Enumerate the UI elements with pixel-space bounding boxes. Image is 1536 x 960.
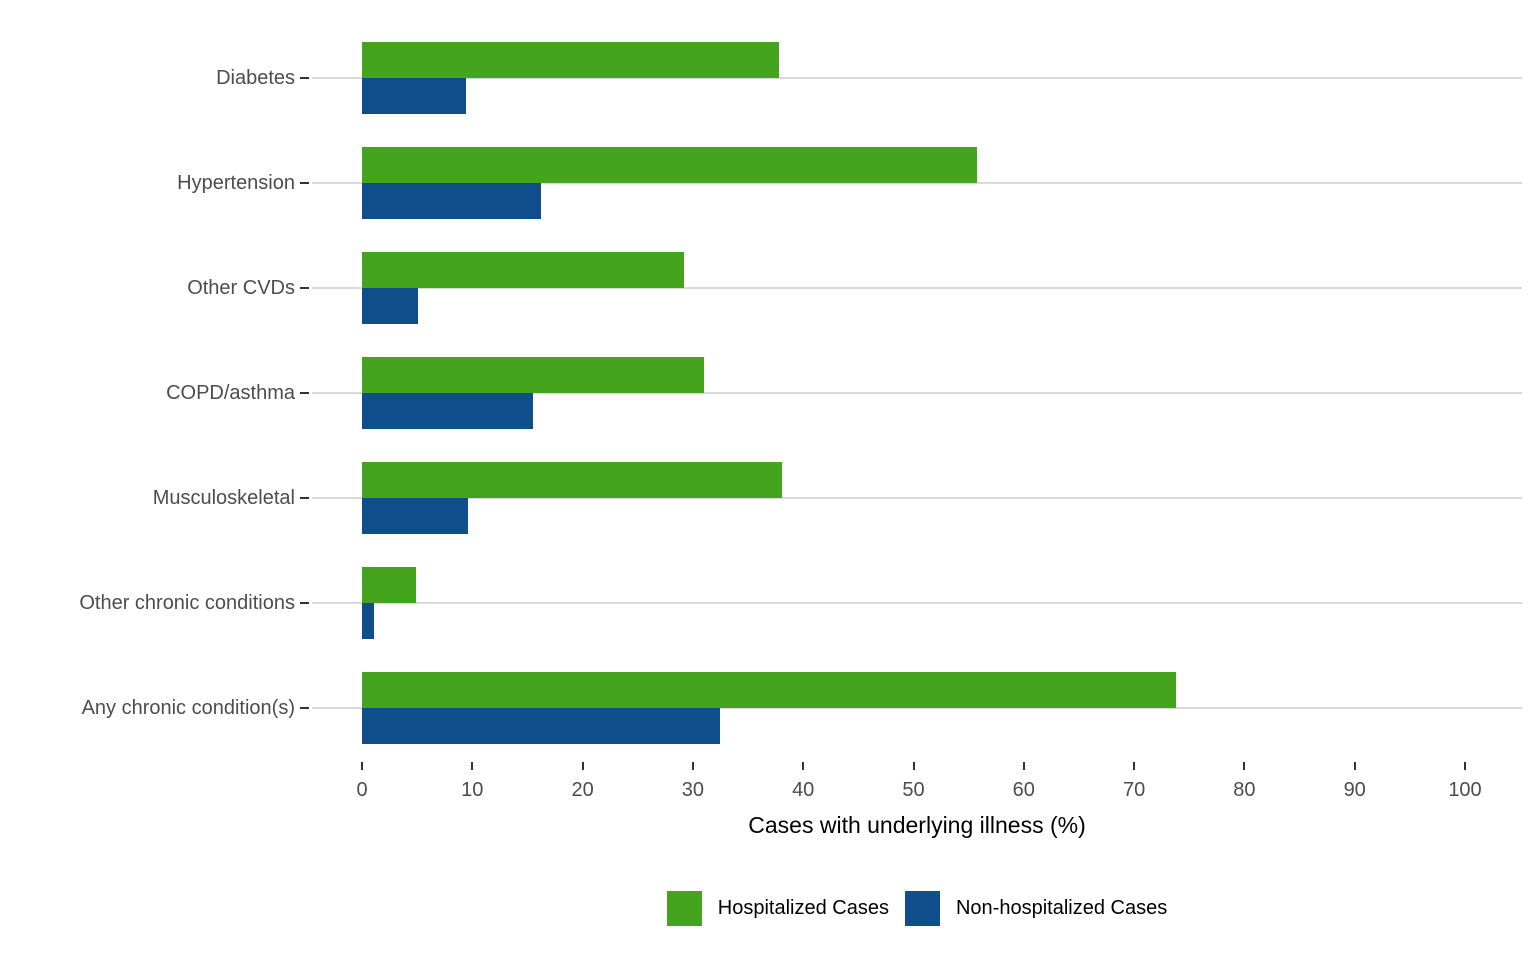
category-gridline (312, 286, 1522, 289)
x-tick-label: 20 (571, 779, 594, 801)
x-axis-tick (361, 762, 363, 770)
legend-item-non-hospitalized: Non-hospitalized Cases (904, 890, 1168, 926)
bar-non-hospitalized (362, 182, 541, 219)
category-label: Other CVDs (187, 276, 295, 299)
category-gridline (312, 496, 1522, 499)
x-axis-tick (1022, 762, 1025, 770)
bar-hospitalized (362, 461, 782, 498)
x-axis-title: Cases with underlying illness (%) (748, 812, 1086, 838)
y-axis-tick (300, 601, 309, 604)
legend-item-hospitalized: Hospitalized Cases (666, 890, 889, 926)
x-axis-tick (471, 762, 474, 770)
x-tick-label: 100 (1448, 779, 1482, 801)
legend-swatch-non-hospitalized (904, 890, 940, 926)
x-axis-tick (1243, 762, 1246, 770)
y-axis-tick (300, 76, 309, 79)
y-axis-tick (300, 286, 309, 289)
legend: Hospitalized Cases Non-hospitalized Case… (312, 886, 1522, 930)
bar-hospitalized (362, 566, 416, 603)
x-axis-tick (1133, 762, 1136, 770)
y-axis-tick (300, 496, 309, 499)
category-gridline (312, 181, 1522, 184)
x-tick-label: 70 (1122, 779, 1146, 801)
category-label: Other chronic conditions (79, 591, 295, 614)
category-label: Musculoskeletal (152, 486, 295, 509)
category-gridline (312, 706, 1522, 709)
x-axis-tick (1464, 762, 1466, 770)
bar-hospitalized (362, 671, 1176, 708)
y-axis-tick (300, 706, 309, 709)
category-label: Any chronic condition(s) (81, 696, 295, 719)
x-axis-tick (581, 762, 584, 770)
bar-hospitalized (362, 356, 704, 393)
x-tick-label: 80 (1233, 779, 1256, 801)
legend-swatch-hospitalized (666, 890, 702, 926)
x-tick-label: 0 (356, 779, 368, 801)
category-gridline (312, 76, 1522, 79)
bar-non-hospitalized (362, 497, 468, 534)
bar-hospitalized (362, 251, 684, 288)
legend-label-non-hospitalized: Non-hospitalized Cases (955, 896, 1168, 919)
x-tick-label: 10 (461, 779, 484, 801)
x-axis-tick (691, 762, 694, 770)
bar-non-hospitalized (362, 602, 374, 639)
bar-hospitalized (362, 41, 779, 78)
legend-label-hospitalized: Hospitalized Cases (717, 896, 889, 919)
y-axis-tick (300, 391, 309, 394)
category-label: Diabetes (216, 66, 295, 89)
x-axis-tick (1353, 762, 1356, 770)
category-label: Hypertension (177, 171, 295, 194)
x-tick-label: 30 (681, 779, 705, 801)
bar-non-hospitalized (362, 707, 720, 744)
category-gridline (312, 601, 1522, 604)
category-gridline (312, 391, 1522, 394)
y-axis-tick (300, 181, 309, 184)
x-tick-label: 50 (902, 779, 925, 801)
x-tick-label: 40 (792, 779, 815, 801)
bar-non-hospitalized (362, 287, 418, 324)
x-tick-label: 60 (1012, 779, 1035, 801)
bar-non-hospitalized (362, 392, 533, 429)
category-label: COPD/asthma (166, 381, 295, 404)
x-axis-tick (912, 762, 915, 770)
x-tick-label: 90 (1343, 779, 1366, 801)
x-axis-tick (802, 762, 805, 770)
bar-hospitalized (362, 146, 977, 183)
bar-non-hospitalized (362, 77, 466, 114)
